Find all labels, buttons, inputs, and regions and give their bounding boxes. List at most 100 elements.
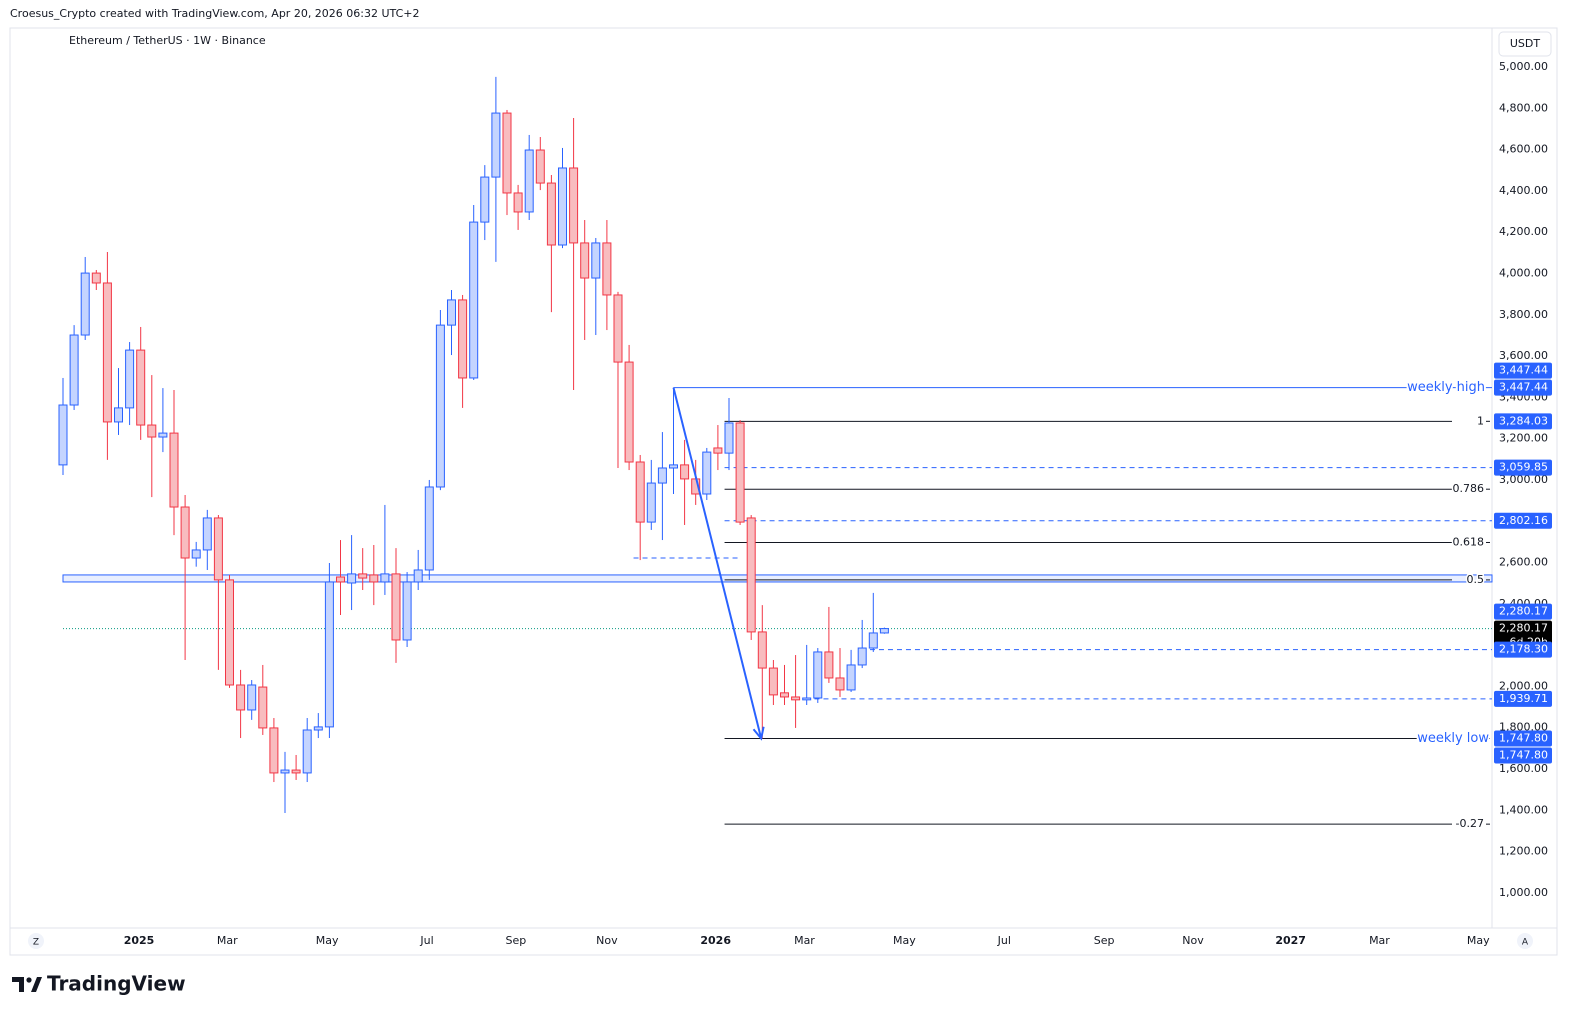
currency-box[interactable] <box>1498 31 1552 57</box>
price-tag-label: 2,178.30 <box>1499 643 1548 656</box>
candle-body <box>347 573 357 584</box>
price-tag-label: 2,280.17 <box>1499 605 1548 618</box>
price-tag-label: 2,280.17 <box>1499 622 1548 635</box>
fib-label: 0.5 <box>1467 573 1485 586</box>
y-tick-label: 4,200.00 <box>1499 225 1548 238</box>
candle-body <box>435 324 445 488</box>
candle-body <box>569 167 579 244</box>
candle-body <box>446 299 456 326</box>
candle-body <box>136 349 146 426</box>
candle-body <box>613 294 623 363</box>
x-tick-label: May <box>893 934 916 947</box>
x-tick-label: Jul <box>419 934 433 947</box>
y-tick-label: 1,400.00 <box>1499 803 1548 816</box>
candle-body <box>480 176 490 223</box>
price-tag <box>1494 512 1552 529</box>
candle-body <box>269 727 279 774</box>
y-tick-label: 2,000.00 <box>1499 679 1548 692</box>
brand: TradingView <box>47 972 186 996</box>
y-tick-label: 4,600.00 <box>1499 143 1548 156</box>
price-tag <box>1494 641 1552 658</box>
candle-body <box>646 482 656 523</box>
price-tag-label: 3,447.44 <box>1499 381 1548 394</box>
candle-body <box>225 579 235 686</box>
candle-body <box>802 697 812 701</box>
candle-body <box>835 677 845 691</box>
candle-body <box>491 112 501 178</box>
y-tick-label: 3,000.00 <box>1499 473 1548 486</box>
zoom-button[interactable] <box>28 933 44 949</box>
candle-body <box>458 299 468 379</box>
x-tick-label: May <box>316 934 339 947</box>
candle-body <box>202 517 212 551</box>
arrow <box>672 387 763 739</box>
candle-body <box>768 667 778 696</box>
candle-body <box>724 422 734 454</box>
x-tick-label: May <box>1467 934 1490 947</box>
auto-label[interactable]: A <box>1522 938 1529 948</box>
fib-label: 1 <box>1477 414 1484 427</box>
candle-body <box>635 461 645 523</box>
candle-body <box>236 684 246 711</box>
candle-body <box>191 549 201 559</box>
candle-body <box>591 242 601 279</box>
y-tick-label: 1,000.00 <box>1499 886 1548 899</box>
candle-body <box>125 349 135 409</box>
price-tag <box>1494 690 1552 707</box>
auto-button[interactable] <box>1517 933 1533 949</box>
candle-body <box>868 632 878 649</box>
x-tick-label: 2025 <box>124 934 155 947</box>
symbol[interactable]: Ethereum / TetherUS · 1W · Binance <box>69 34 266 47</box>
price-tag-label: 3,059.85 <box>1499 461 1548 474</box>
candle-body <box>158 432 168 438</box>
candle-body <box>413 569 423 583</box>
fib-label: 0.786 <box>1453 482 1485 495</box>
candle-body <box>302 729 312 774</box>
candle-body <box>391 573 401 641</box>
zoom-label[interactable]: Z <box>33 938 39 948</box>
candle-body <box>779 692 789 698</box>
price-tag <box>1494 362 1552 379</box>
candle-body <box>358 573 368 579</box>
candle-body <box>557 167 567 246</box>
candle-body <box>535 149 545 184</box>
candle-body <box>335 576 345 583</box>
x-tick-label: 2027 <box>1275 934 1306 947</box>
candle-body <box>114 407 124 423</box>
currency[interactable]: USDT <box>1510 37 1541 50</box>
credit: Croesus_Crypto created with TradingView.… <box>10 7 420 20</box>
price-tag-label: 1,939.71 <box>1499 692 1548 705</box>
annotation: weekly low <box>1417 731 1489 746</box>
logo <box>12 977 42 992</box>
candle-body <box>580 242 590 279</box>
x-tick-label: Mar <box>1369 934 1390 947</box>
y-tick-label: 4,400.00 <box>1499 184 1548 197</box>
candle-body <box>813 651 823 699</box>
x-tick-label: Mar <box>794 934 815 947</box>
price-tag-label: 1,747.80 <box>1499 749 1548 762</box>
candle-body <box>879 628 889 634</box>
candle-body <box>846 664 856 691</box>
price-tag <box>1494 603 1552 620</box>
fib-label: -0.27 <box>1456 817 1484 830</box>
y-tick-label: 3,200.00 <box>1499 432 1548 445</box>
candle-body <box>713 447 723 454</box>
price-tag <box>1494 459 1552 476</box>
candle-body <box>58 404 68 466</box>
candle-body <box>80 272 90 336</box>
y-tick-label: 2,600.00 <box>1499 556 1548 569</box>
x-tick-label: Jul <box>997 934 1011 947</box>
candle-body <box>602 242 612 296</box>
candle-body <box>291 769 301 774</box>
y-tick-label: 3,600.00 <box>1499 349 1548 362</box>
price-tag-label: 1,747.80 <box>1499 732 1548 745</box>
price-tag-label: 2,802.16 <box>1499 514 1548 527</box>
candle-body <box>380 573 390 583</box>
candle-body <box>824 651 834 679</box>
candle-body <box>258 686 268 729</box>
candle-body <box>502 112 512 194</box>
x-tick-label: Mar <box>217 934 238 947</box>
candle-body <box>69 334 79 406</box>
annotation: weekly high <box>1407 380 1485 395</box>
